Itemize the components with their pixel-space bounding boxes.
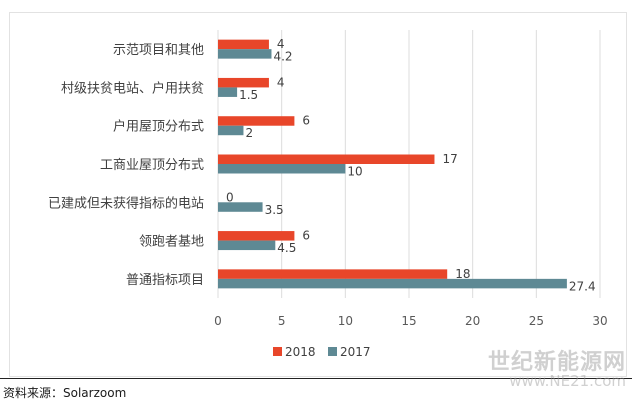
source-note: 资料来源：Solarzoom [3, 386, 127, 400]
data-label: 6 [302, 229, 310, 243]
data-label: 17 [442, 152, 457, 166]
bar-2017 [218, 240, 276, 251]
bar-2018 [218, 269, 448, 279]
chart-frame [9, 12, 627, 377]
legend-swatch-2017 [328, 347, 337, 356]
x-tick-label: 0 [214, 314, 222, 328]
category-label: 工商业屋顶分布式 [100, 158, 204, 173]
data-label: 0 [226, 190, 234, 204]
bar-2017 [218, 164, 346, 174]
category-label: 村级扶贫电站、户用扶贫 [61, 80, 204, 96]
watermark-line2: www.NE21.com [509, 372, 626, 390]
data-label: 18 [455, 267, 470, 281]
data-label: 6 [302, 114, 310, 128]
x-tick-label: 10 [338, 314, 353, 328]
data-label: 4.2 [273, 50, 292, 64]
data-label: 3.5 [265, 203, 284, 217]
x-tick-label: 5 [278, 314, 286, 328]
data-label: 4 [277, 75, 285, 89]
data-label: 27.4 [569, 279, 596, 293]
category-label: 户用屋顶分布式 [113, 119, 204, 135]
category-label: 普通指标项目 [126, 273, 204, 288]
divider [0, 378, 632, 379]
bar-2018 [218, 231, 295, 241]
data-label: 2 [245, 126, 253, 140]
bar-2017 [218, 202, 263, 212]
watermark: 世纪新能源网 www.NE21.com [488, 352, 626, 389]
bar-2018 [218, 39, 269, 50]
x-tick-label: 15 [401, 314, 416, 328]
bar-2018 [218, 154, 435, 164]
data-label: 4 [277, 37, 285, 51]
x-tick-label: 30 [592, 314, 607, 328]
data-label: 4.5 [277, 241, 296, 255]
bar-2017 [218, 87, 238, 97]
bar-2017 [218, 278, 567, 289]
bar-2017 [218, 125, 244, 136]
x-tick-label: 25 [529, 314, 544, 328]
bar-2018 [218, 116, 295, 126]
legend-label: 2017 [340, 345, 371, 359]
legend-swatch-2018 [273, 347, 282, 356]
category-label: 已建成但未获得指标的电站 [48, 195, 204, 211]
legend-label: 2018 [285, 345, 316, 359]
data-label: 1.5 [239, 88, 258, 102]
watermark-line1: 世纪新能源网 [487, 350, 626, 375]
category-label: 示范项目和其他 [113, 43, 204, 58]
bar-2018 [218, 77, 269, 88]
data-label: 10 [347, 165, 362, 179]
category-label: 领跑者基地 [139, 235, 204, 250]
bar-2017 [218, 49, 272, 59]
x-tick-label: 20 [465, 314, 480, 328]
